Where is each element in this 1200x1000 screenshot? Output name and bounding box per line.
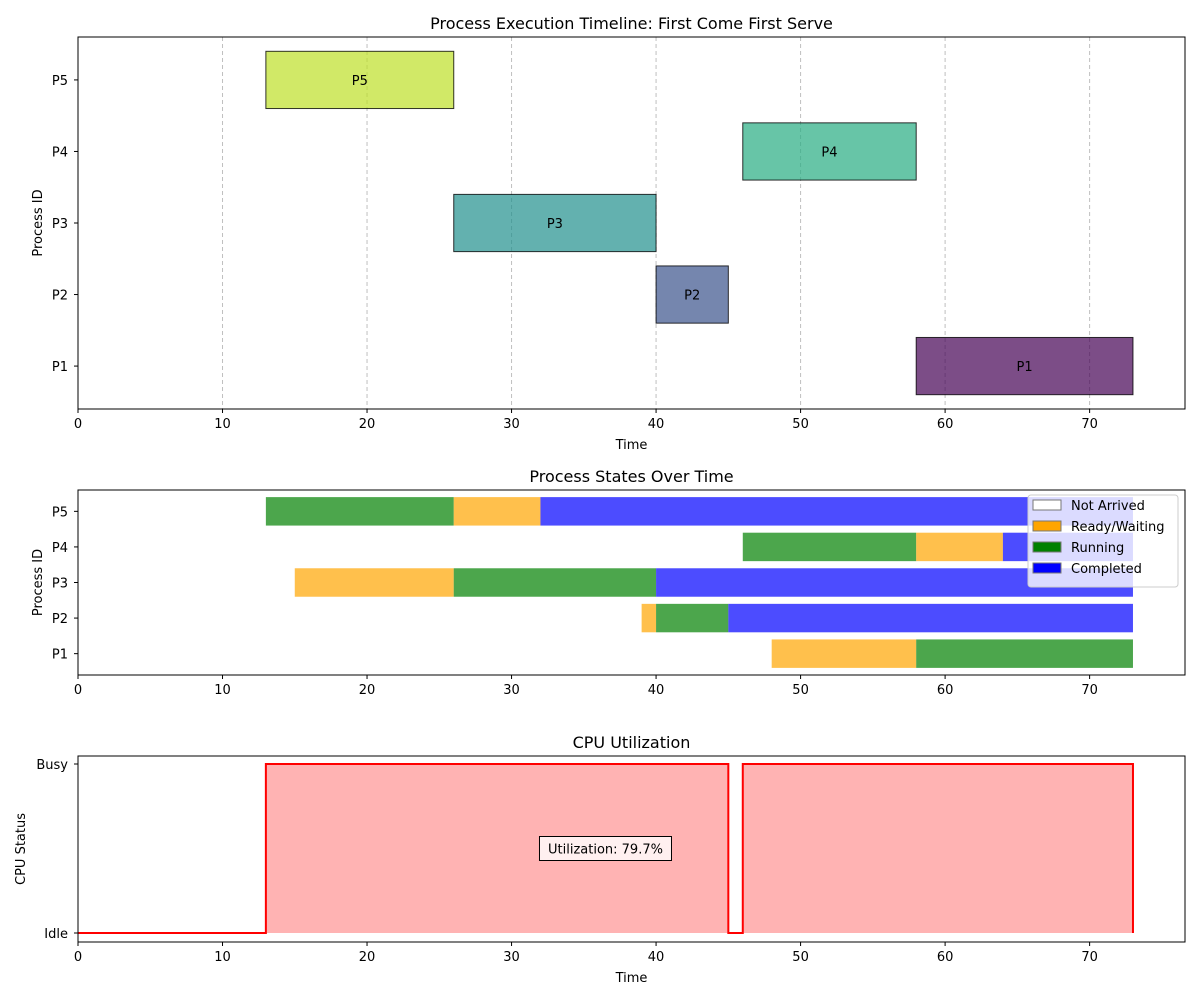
cpu-ytick-label: Busy: [36, 758, 68, 773]
state-segment-p4-ready-waiting: [916, 532, 1003, 562]
timeline-xtick-label: 70: [1081, 417, 1098, 432]
states-ytick-label: P4: [52, 541, 68, 556]
cpu-status-line: [78, 763, 1134, 934]
state-segment-p4-running: [742, 532, 917, 562]
timeline-ytick-label: P2: [52, 289, 68, 304]
legend-label-not-arrived: Not Arrived: [1071, 499, 1145, 514]
states-xtick-label: 50: [792, 683, 809, 698]
timeline-title: Process Execution Timeline: First Come F…: [430, 14, 833, 33]
legend-swatch-not-arrived: [1032, 499, 1062, 511]
states-xtick-label: 40: [648, 683, 665, 698]
cpu-ytick-label: Idle: [44, 927, 68, 942]
legend-swatch-completed: [1032, 562, 1062, 574]
states-xtick-label: 10: [214, 683, 231, 698]
legend-label-running: Running: [1071, 541, 1124, 556]
timeline-bar-label-p1: P1: [1017, 360, 1033, 375]
cpu-xtick-label: 10: [214, 950, 231, 965]
states-title: Process States Over Time: [529, 467, 733, 486]
timeline-xtick-label: 40: [648, 417, 665, 432]
legend-label-ready-waiting: Ready/Waiting: [1071, 520, 1165, 535]
states-xtick-label: 70: [1081, 683, 1098, 698]
timeline-xtick-label: 30: [503, 417, 520, 432]
states-ytick-label: P1: [52, 648, 68, 663]
states-legend-box: [1027, 494, 1179, 588]
timeline-bar-p4: [742, 122, 917, 181]
states-ytick-label: P5: [52, 505, 68, 520]
timeline-bar-label-p4: P4: [821, 145, 837, 160]
cpu-xtick-label: 30: [503, 950, 520, 965]
cpu-xtick-label: 20: [359, 950, 376, 965]
timeline-xtick-label: 20: [359, 417, 376, 432]
timeline-ylabel: Process ID: [31, 189, 46, 256]
states-xtick-label: 30: [503, 683, 520, 698]
legend-label-completed: Completed: [1071, 562, 1142, 577]
cpu-frame: [77, 755, 1186, 943]
cpu-xtick-label: 60: [937, 950, 954, 965]
timeline-bar-p5: [265, 50, 455, 110]
legend-swatch-ready-waiting: [1032, 520, 1062, 532]
states-ytick-label: P2: [52, 612, 68, 627]
states-ylabel: Process ID: [31, 549, 46, 616]
timeline-ytick-label: P3: [52, 217, 68, 232]
timeline-ytick-label: P4: [52, 145, 68, 160]
cpu-xtick-label: 40: [648, 950, 665, 965]
timeline-xtick-label: 0: [74, 417, 82, 432]
timeline-bar-label-p2: P2: [684, 289, 700, 304]
cpu-utilization-box: [538, 836, 672, 861]
timeline-xtick-label: 50: [792, 417, 809, 432]
state-segment-p5-ready-waiting: [453, 497, 541, 526]
cpu-ylabel: CPU Status: [14, 813, 29, 885]
state-segment-p3-running: [453, 568, 657, 597]
states-xtick-label: 0: [74, 683, 82, 698]
timeline-bar-p1: [915, 336, 1134, 396]
cpu-title: CPU Utilization: [573, 733, 691, 752]
states-legend: Not Arrived Ready/Waiting Running Completed: [1027, 494, 1179, 588]
state-segment-p1-ready-waiting: [771, 639, 917, 668]
states-ytick-label: P3: [52, 577, 68, 592]
timeline-xtick-label: 10: [214, 417, 231, 432]
legend-swatch-running: [1032, 541, 1062, 553]
state-segment-p2-completed: [728, 603, 1133, 633]
cpu-utilization-label: Utilization: 79.7%: [548, 843, 663, 858]
cpu-xtick-label: 50: [792, 950, 809, 965]
timeline-ytick-label: P5: [52, 74, 68, 89]
cpu-utilization-annotation: Utilization: 79.7%: [538, 836, 672, 861]
state-segment-p2-running: [656, 603, 729, 633]
states-xtick-label: 60: [937, 683, 954, 698]
timeline-ytick-label: P1: [52, 360, 68, 375]
timeline-bar-label-p3: P3: [547, 217, 563, 232]
cpu-xtick-label: 70: [1081, 950, 1098, 965]
cpu-xtick-label: 0: [74, 950, 82, 965]
timeline-xtick-label: 60: [937, 417, 954, 432]
timeline-bar-p3: [453, 193, 657, 253]
timeline-bar-p2: [655, 265, 729, 324]
state-segment-p5-running: [265, 497, 454, 526]
timeline-bar-label-p5: P5: [352, 74, 368, 89]
state-segment-p3-ready-waiting: [294, 568, 454, 597]
cpu-xlabel: Time: [615, 971, 648, 986]
timeline-xlabel: Time: [615, 438, 648, 453]
state-segment-p2-ready-waiting: [641, 603, 657, 633]
state-segment-p1-running: [916, 639, 1133, 668]
states-xtick-label: 20: [359, 683, 376, 698]
